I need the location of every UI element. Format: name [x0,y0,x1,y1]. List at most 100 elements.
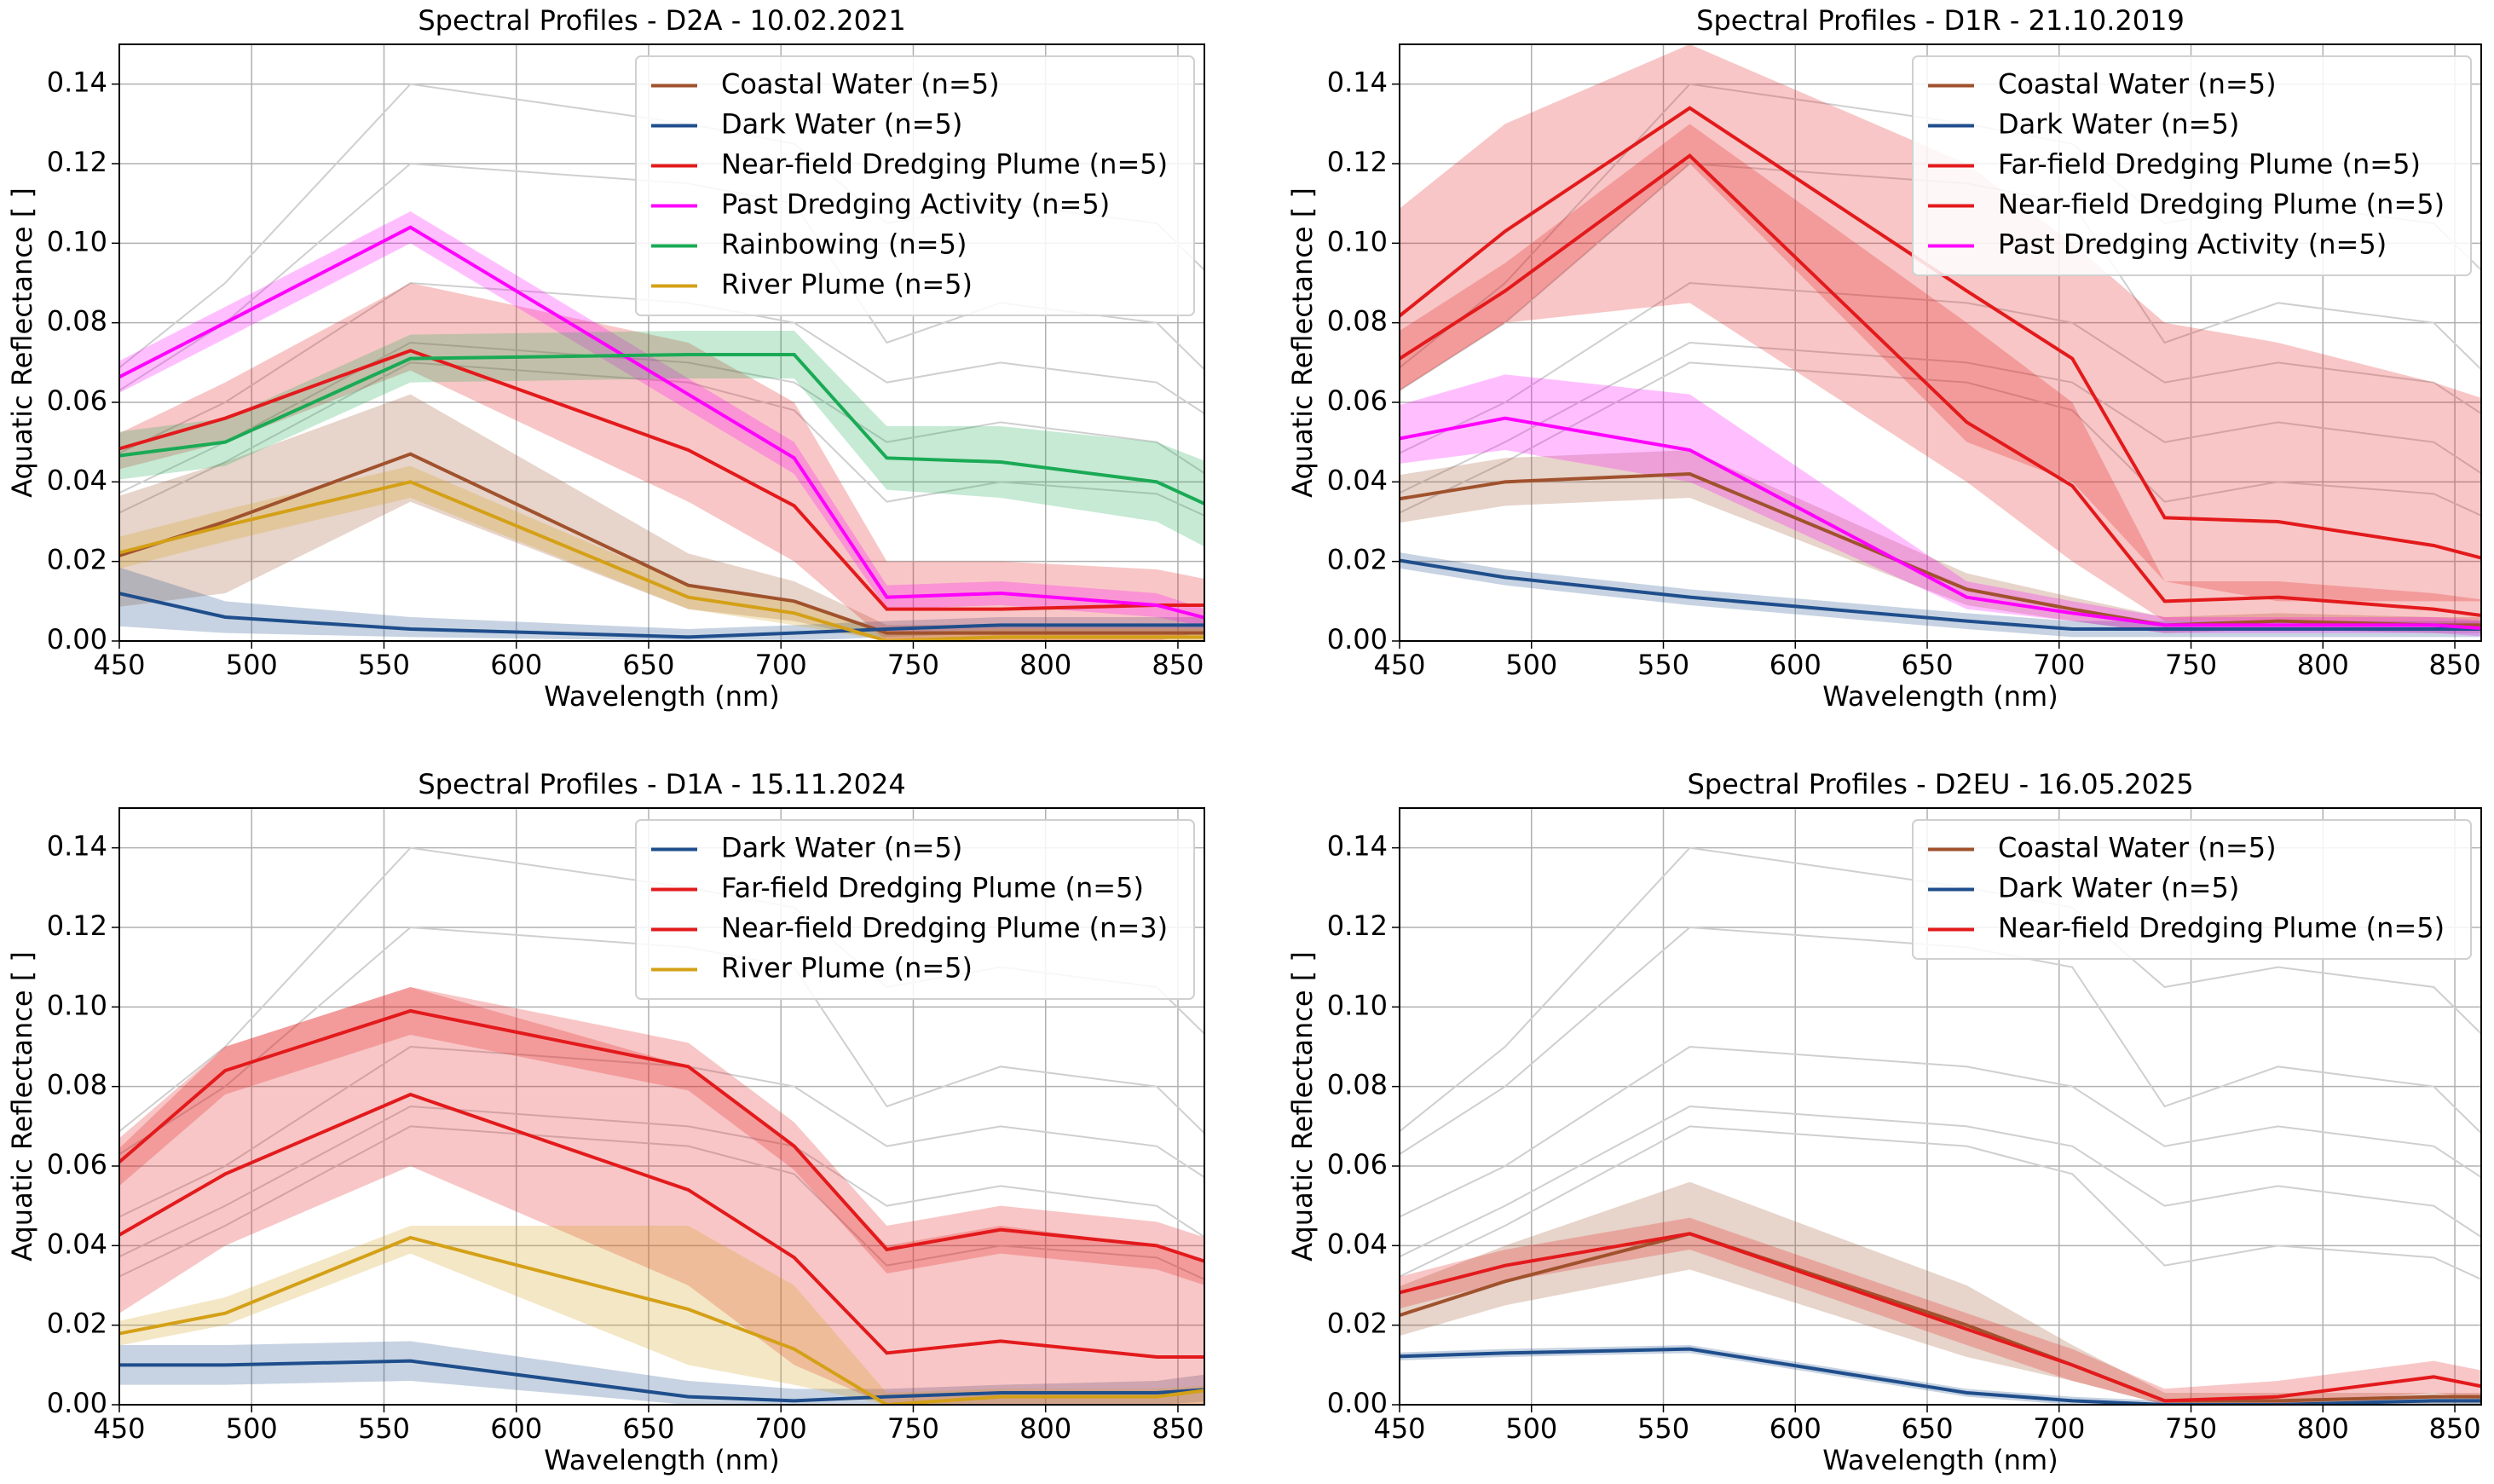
x-tick-label: 550 [358,1412,410,1445]
x-tick-label: 750 [887,1412,939,1445]
series-line [1400,1232,2481,1403]
x-tick-label: 500 [1505,1412,1557,1445]
y-tick-label: 0.00 [47,623,107,655]
error-band [1400,1181,2481,1405]
error-band [1400,44,2481,602]
y-tick-label: 0.04 [47,1227,107,1260]
error-band [119,394,1204,641]
legend: Coastal Water (n=5) Dark Water (n=5) Near-… [1912,819,2472,960]
legend-label: Near-field Dredging Plume (n=3) [721,912,1168,944]
x-tick-label: 750 [887,649,939,681]
x-tick-label: 850 [1152,649,1204,681]
y-tick-label: 0.10 [1327,225,1388,257]
legend-label: Dark Water (n=5) [1998,872,2239,904]
plot-frame [118,43,1205,642]
plot-area [1400,846,2481,1405]
y-tick-label: 0.06 [47,1148,107,1181]
chart-title: Spectral Profiles - D2A - 10.02.2021 [418,4,905,37]
x-tick-label: 650 [1901,1412,1953,1445]
y-tick-label: 0.12 [1327,909,1388,942]
series-line [119,1008,1204,1263]
legend-box [635,55,1195,316]
error-band [1400,450,2481,633]
x-tick-label: 650 [1901,649,1953,681]
subplot: Spectral Profiles - D1A - 15.11.2024 Wave… [6,768,1205,1476]
series-line [1400,106,2481,560]
legend-label: Rainbowing (n=5) [721,228,967,261]
x-tick-label: 750 [2165,649,2217,681]
reference-line [119,361,1204,517]
x-axis-label: Wavelength (nm) [1822,680,2058,713]
y-tick-label: 0.06 [47,384,107,417]
y-tick-label: 0.08 [1327,1069,1388,1101]
x-tick-label: 450 [1373,1412,1425,1445]
x-tick-label: 600 [1769,1412,1821,1445]
x-axis-label: Wavelength (nm) [544,680,779,713]
x-tick-label: 600 [1769,649,1821,681]
y-tick-label: 0.02 [1327,1308,1388,1340]
reference-line [119,1125,1204,1280]
legend-label: Coastal Water (n=5) [721,68,1000,101]
y-tick-label: 0.02 [47,544,107,576]
x-tick-label: 450 [93,1412,145,1445]
series-line [119,480,1204,641]
y-tick-label: 0.10 [47,989,107,1021]
reference-line [1400,281,2481,454]
x-tick-label: 700 [755,1412,807,1445]
error-band [119,1341,1204,1405]
x-tick-label: 450 [93,649,145,681]
x-tick-label: 800 [2297,649,2349,681]
reference-line [1400,1045,2481,1218]
series-line [119,452,1204,635]
series-line [119,592,1204,639]
plot-area [119,846,1204,1405]
y-tick-label: 0.08 [47,305,107,338]
legend-box [1912,819,2472,960]
error-band [119,987,1204,1285]
y-tick-label: 0.10 [1327,989,1388,1021]
y-tick-label: 0.06 [1327,1148,1388,1181]
x-axis-label: Wavelength (nm) [1822,1444,2058,1476]
x-tick-label: 600 [490,649,542,681]
legend: Coastal Water (n=5) Dark Water (n=5) Near-… [635,55,1195,316]
x-tick-label: 650 [622,1412,674,1445]
error-band [119,567,1204,641]
subplot: Spectral Profiles - D1R - 21.10.2019 Wave… [1286,4,2482,713]
reference-line [1400,1105,2481,1258]
y-tick-label: 0.04 [1327,464,1388,496]
series-line [119,349,1204,611]
x-tick-label: 700 [2033,649,2085,681]
x-tick-label: 750 [2165,1412,2217,1445]
x-tick-label: 800 [2297,1412,2349,1445]
y-tick-label: 0.06 [1327,384,1388,417]
x-tick-label: 700 [755,649,807,681]
legend-label: Coastal Water (n=5) [1998,832,2277,864]
legend-label: Dark Water (n=5) [721,832,962,864]
legend: Coastal Water (n=5) Dark Water (n=5) Far-f… [1912,55,2472,276]
y-tick-label: 0.00 [1327,623,1388,655]
legend-label: Past Dredging Activity (n=5) [1998,228,2387,261]
y-axis-label: Aquatic Reflectance [ ] [6,188,38,498]
y-tick-label: 0.10 [47,225,107,257]
x-tick-label: 850 [2429,649,2481,681]
y-tick-label: 0.00 [1327,1387,1388,1419]
reference-line [119,1045,1204,1218]
legend-label: Far-field Dredging Plume (n=5) [1998,148,2421,181]
legend-label: Dark Water (n=5) [721,108,962,141]
reference-line [1400,1125,2481,1280]
error-band [119,331,1204,547]
x-tick-label: 800 [1019,1412,1071,1445]
legend-label: River Plume (n=5) [721,952,973,985]
plot-area [1400,44,2481,638]
legend-label: Coastal Water (n=5) [1998,68,2277,101]
legend: Dark Water (n=5) Far-field Dredging Plume… [635,819,1195,1000]
legend-box [635,819,1195,1000]
error-band [1400,1217,2481,1405]
plot-frame [1399,43,2482,642]
x-axis-label: Wavelength (nm) [544,1444,779,1476]
x-tick-label: 550 [1637,1412,1689,1445]
legend-label: Dark Water (n=5) [1998,108,2239,141]
legend-label: River Plume (n=5) [721,269,973,301]
x-tick-label: 800 [1019,649,1071,681]
